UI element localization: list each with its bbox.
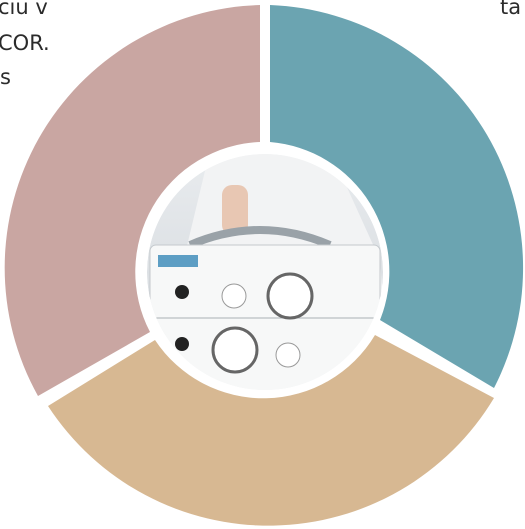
text-left-line: ciu v <box>0 0 48 19</box>
segment-tan <box>48 335 494 526</box>
text-right: ta <box>500 0 521 19</box>
text-left-line: COR. <box>0 31 50 55</box>
text-left-line: s <box>0 65 11 89</box>
segment-pink <box>4 5 260 396</box>
segment-teal <box>270 5 524 388</box>
center-photo <box>147 154 383 390</box>
photo-ring <box>141 148 389 396</box>
